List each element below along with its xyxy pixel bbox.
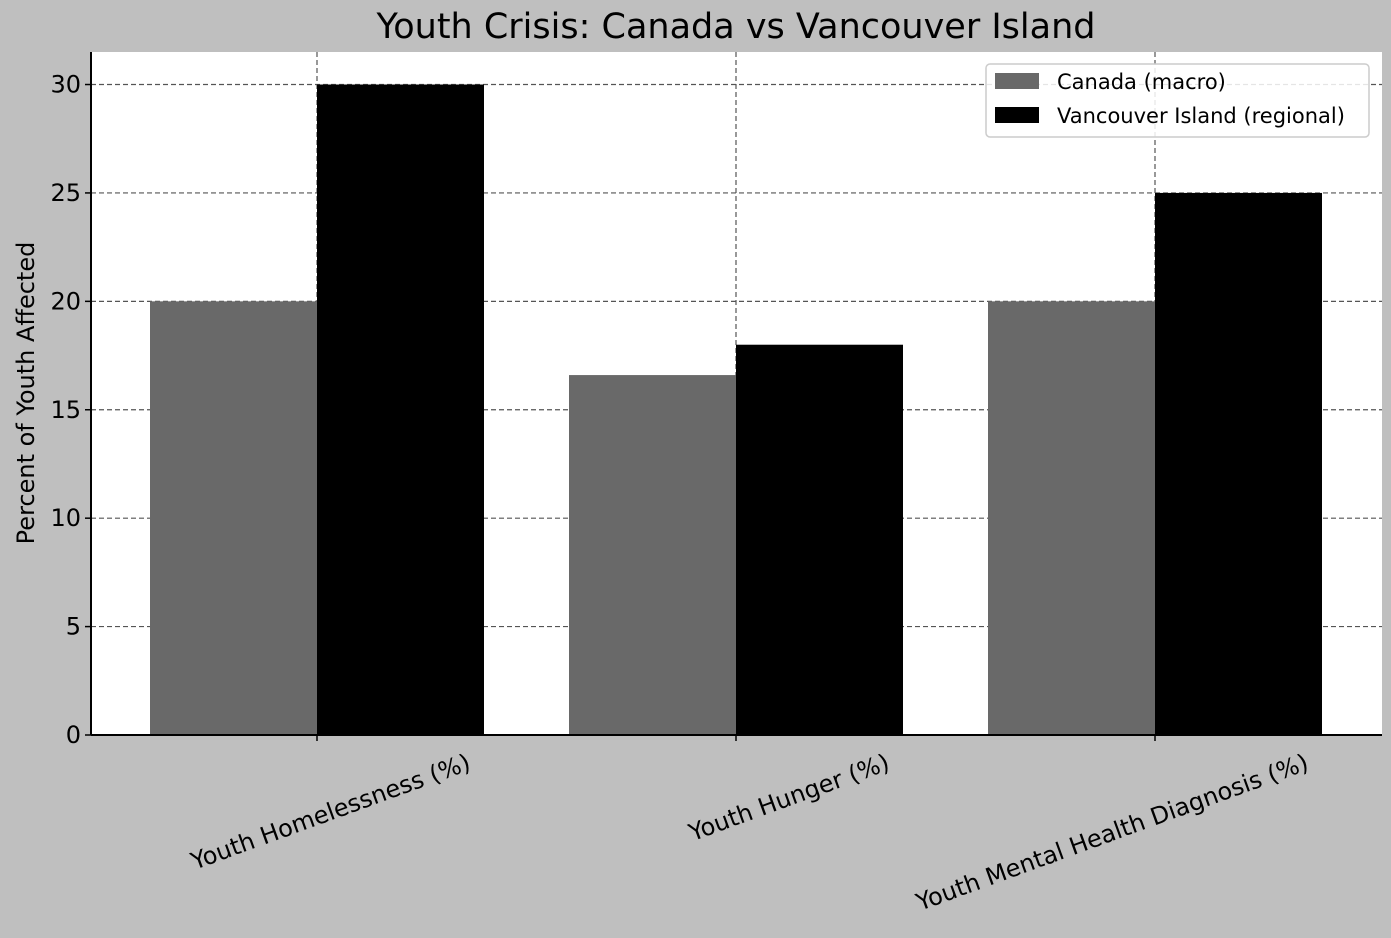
y-tick-label: 20 [50, 287, 81, 315]
legend-frame [985, 63, 1370, 138]
legend-swatch-vancouver-island [995, 107, 1039, 123]
bar-vancouver-island [317, 84, 484, 736]
bar-vancouver-island [736, 344, 903, 735]
bars [150, 84, 1322, 736]
axes [85, 52, 1382, 741]
legend-label-canada: Canada (macro) [1057, 70, 1226, 94]
legend-swatch-canada [995, 73, 1039, 89]
y-tick-label: 5 [66, 613, 81, 641]
y-tick-label: 0 [66, 721, 81, 749]
bar-canada [569, 375, 736, 735]
bar-vancouver-island [1155, 192, 1322, 735]
y-tick-label: 25 [50, 179, 81, 207]
x-tick-label: Youth Mental Health Diagnosis (%) [912, 748, 1312, 917]
bar-canada [988, 301, 1155, 735]
x-tick-label: Youth Homelessness (%) [186, 748, 474, 876]
legend-label-vancouver-island: Vancouver Island (regional) [1057, 104, 1345, 128]
y-tick-label: 10 [50, 504, 81, 532]
y-tick-label: 30 [50, 71, 81, 99]
x-tick-label: Youth Hunger (%) [684, 748, 893, 847]
y-axis-label: Percent of Youth Affected [12, 242, 40, 545]
legend: Canada (macro) Vancouver Island (regiona… [985, 63, 1370, 138]
chart-title: Youth Crisis: Canada vs Vancouver Island [376, 7, 1096, 47]
bar-canada [150, 301, 317, 735]
y-tick-label: 15 [50, 396, 81, 424]
